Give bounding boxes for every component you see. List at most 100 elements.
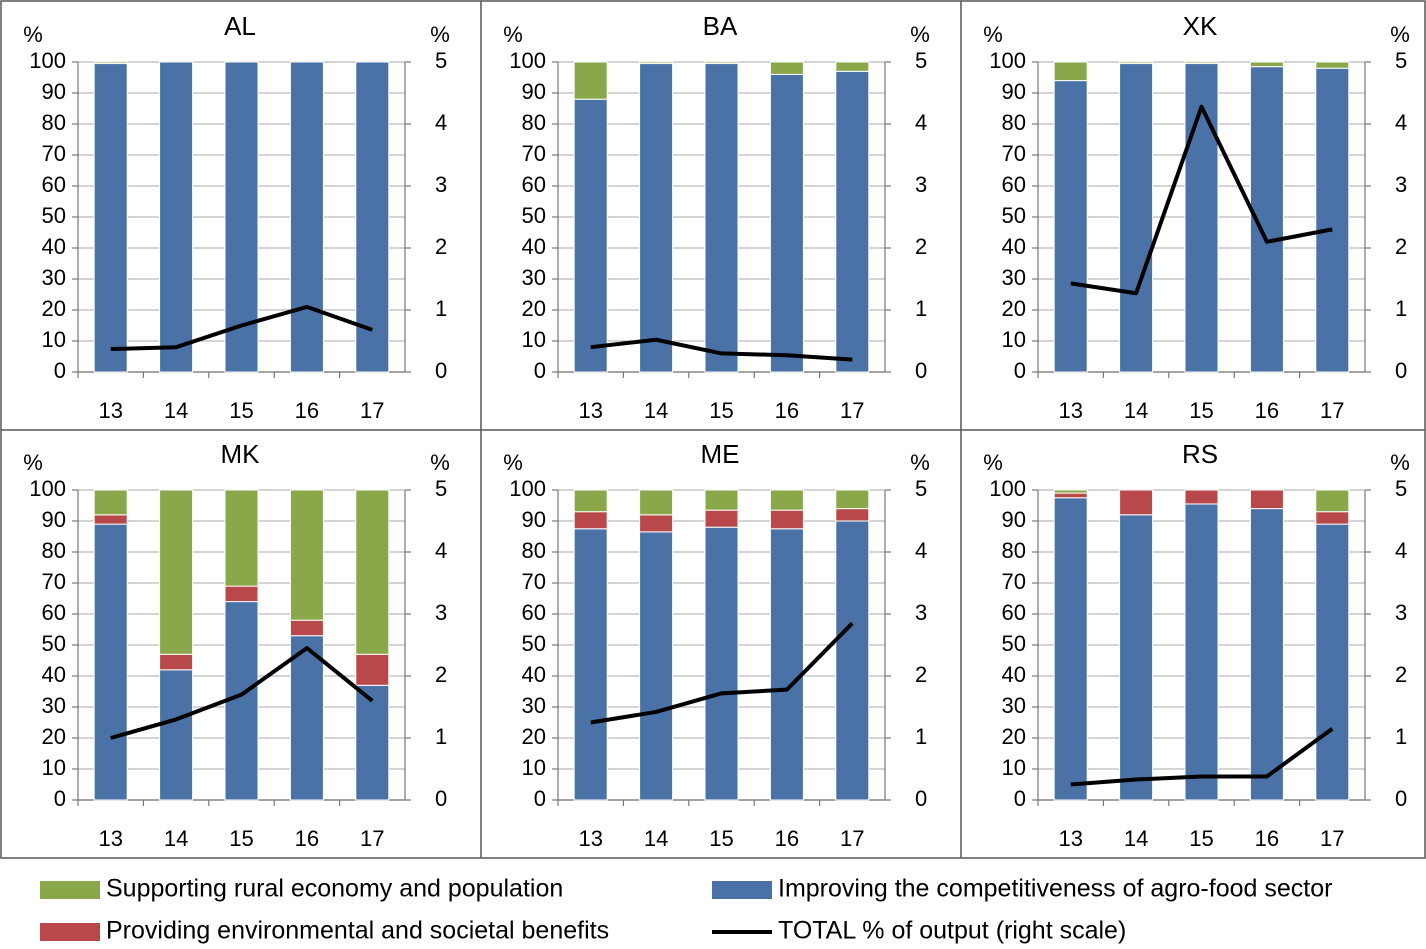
y2-axis-label: % bbox=[1390, 450, 1410, 475]
bar-segment bbox=[769, 61, 804, 75]
y-tick-label: 10 bbox=[42, 327, 66, 352]
x-tick-label: 17 bbox=[1320, 826, 1344, 851]
y-tick-label: 50 bbox=[42, 631, 66, 656]
y2-tick-label: 1 bbox=[1395, 296, 1407, 321]
y-tick-label: 80 bbox=[1002, 110, 1026, 135]
bar-segment bbox=[289, 635, 324, 801]
bar-segment bbox=[704, 63, 739, 373]
y2-tick-label: 2 bbox=[1395, 662, 1407, 687]
y-tick-label: 20 bbox=[522, 724, 546, 749]
bar-segment bbox=[159, 61, 194, 373]
y2-tick-label: 2 bbox=[435, 662, 447, 687]
bar-segment bbox=[93, 63, 128, 373]
panel-frames bbox=[0, 0, 1426, 859]
y-tick-label: 0 bbox=[1014, 786, 1026, 811]
y2-tick-label: 1 bbox=[435, 724, 447, 749]
bar-segment bbox=[1053, 80, 1088, 373]
y-tick-label: 30 bbox=[42, 265, 66, 290]
y2-axis-label: % bbox=[430, 450, 450, 475]
y-tick-label: 10 bbox=[522, 327, 546, 352]
x-tick-label: 13 bbox=[1058, 398, 1082, 423]
y-tick-label: 50 bbox=[522, 631, 546, 656]
x-tick-label: 16 bbox=[1255, 398, 1279, 423]
y-tick-label: 100 bbox=[509, 48, 546, 73]
y2-tick-label: 4 bbox=[1395, 538, 1407, 563]
bar-segment bbox=[289, 619, 324, 637]
bar-segment bbox=[1315, 67, 1350, 373]
y2-axis-label: % bbox=[910, 450, 930, 475]
y2-tick-label: 4 bbox=[915, 110, 927, 135]
y-tick-label: 80 bbox=[522, 110, 546, 135]
y2-tick-label: 0 bbox=[915, 358, 927, 383]
x-tick-label: 15 bbox=[709, 398, 733, 423]
bar-segment bbox=[289, 489, 324, 621]
total-line bbox=[590, 337, 853, 362]
bar-segment bbox=[769, 73, 804, 373]
bar-segment bbox=[1249, 66, 1284, 373]
bar-segment bbox=[1053, 497, 1088, 801]
y-tick-label: 40 bbox=[522, 662, 546, 687]
bar-segment bbox=[769, 489, 804, 511]
x-tick-label: 14 bbox=[1124, 826, 1148, 851]
y-tick-label: 90 bbox=[522, 79, 546, 104]
panel-title: BA bbox=[703, 11, 738, 41]
y2-tick-label: 5 bbox=[1395, 48, 1407, 73]
bar-segment bbox=[93, 523, 128, 801]
y2-tick-label: 3 bbox=[1395, 172, 1407, 197]
bar-segment bbox=[1184, 503, 1219, 801]
y2-tick-label: 3 bbox=[435, 600, 447, 625]
bar-segment bbox=[1184, 63, 1219, 373]
y2-tick-label: 5 bbox=[915, 476, 927, 501]
bar-segment bbox=[355, 684, 390, 801]
y-tick-label: 60 bbox=[522, 172, 546, 197]
bar-segment bbox=[835, 508, 870, 522]
bar-segment bbox=[159, 489, 194, 655]
y2-tick-label: 0 bbox=[1395, 358, 1407, 383]
y-tick-label: 20 bbox=[1002, 296, 1026, 321]
y2-tick-label: 4 bbox=[435, 110, 447, 135]
bar-segment bbox=[573, 61, 608, 100]
x-tick-label: 15 bbox=[229, 398, 253, 423]
panel: MK% % 0 10 20 30 40 50 60 70 80 90 100 0 1 2 3 4 5 13 14 15 16… bbox=[23, 439, 450, 851]
y-tick-label: 30 bbox=[1002, 693, 1026, 718]
y-axis-label: % bbox=[23, 22, 43, 47]
x-tick-label: 13 bbox=[578, 398, 602, 423]
y2-tick-label: 3 bbox=[1395, 600, 1407, 625]
y-tick-label: 100 bbox=[509, 476, 546, 501]
bar-segment bbox=[224, 585, 259, 603]
y-tick-label: 60 bbox=[42, 600, 66, 625]
y-tick-label: 10 bbox=[1002, 327, 1026, 352]
y2-tick-label: 2 bbox=[1395, 234, 1407, 259]
x-tick-label: 16 bbox=[1255, 826, 1279, 851]
y2-tick-label: 5 bbox=[1395, 476, 1407, 501]
bar-segment bbox=[1053, 492, 1088, 499]
y2-tick-label: 5 bbox=[435, 48, 447, 73]
panel-title: AL bbox=[224, 11, 256, 41]
bar-segment bbox=[639, 63, 674, 373]
bar-segment bbox=[1119, 61, 1154, 65]
x-tick-label: 14 bbox=[644, 398, 668, 423]
total-line bbox=[1070, 727, 1334, 787]
y-tick-label: 70 bbox=[522, 141, 546, 166]
y-tick-label: 60 bbox=[1002, 172, 1026, 197]
y-tick-label: 20 bbox=[42, 296, 66, 321]
y-axis-label: % bbox=[983, 22, 1003, 47]
y-axis-label: % bbox=[503, 450, 523, 475]
y-axis-label: % bbox=[983, 450, 1003, 475]
y-tick-label: 90 bbox=[1002, 79, 1026, 104]
panel-title: ME bbox=[701, 439, 740, 469]
y2-tick-label: 1 bbox=[915, 724, 927, 749]
x-tick-label: 17 bbox=[840, 826, 864, 851]
bar-segment bbox=[573, 528, 608, 801]
bar-segment bbox=[573, 98, 608, 373]
y-tick-label: 80 bbox=[42, 538, 66, 563]
legend-label: TOTAL % of output (right scale) bbox=[778, 917, 1126, 945]
x-tick-label: 13 bbox=[1058, 826, 1082, 851]
y2-tick-label: 2 bbox=[915, 662, 927, 687]
bar-segment bbox=[704, 509, 739, 528]
bar-segment bbox=[1184, 61, 1219, 65]
y-tick-label: 70 bbox=[522, 569, 546, 594]
y-tick-label: 100 bbox=[29, 476, 66, 501]
bar-segment bbox=[289, 61, 324, 373]
x-tick-label: 16 bbox=[295, 398, 319, 423]
